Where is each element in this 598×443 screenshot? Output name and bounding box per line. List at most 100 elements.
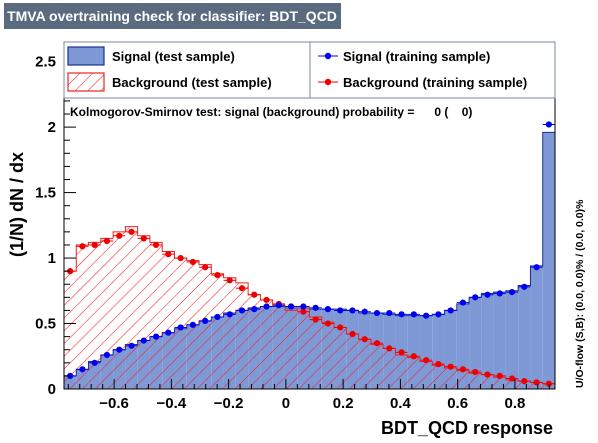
x-tick-label: 0.2 <box>333 395 354 412</box>
signal-test-bin <box>456 303 470 389</box>
signal-train-point <box>349 307 356 314</box>
signal-train-point <box>300 303 307 310</box>
background-train-point <box>349 330 356 338</box>
background-test-bin <box>444 368 457 389</box>
overflow-text: U/O-flow (S,B): (0.0, 0.0)% / (0.0, 0.0)… <box>574 199 586 388</box>
legend-box-left <box>63 41 311 99</box>
background-test-bin <box>370 344 384 389</box>
background-train-point <box>140 235 147 242</box>
signal-train-point <box>275 302 282 309</box>
background-test-bin <box>88 242 101 389</box>
background-train-point <box>263 296 270 304</box>
background-train-point <box>533 379 540 386</box>
x-tick-label: 0.6 <box>447 395 468 412</box>
background-train-point <box>79 243 86 250</box>
background-train-point <box>410 353 417 360</box>
background-train-point <box>214 271 221 279</box>
signal-train-point <box>361 308 368 315</box>
background-train-point <box>423 357 430 364</box>
background-test-bin <box>383 348 396 389</box>
background-train-point <box>116 232 123 239</box>
signal-train-point <box>189 321 196 328</box>
x-tick-label: −0.6 <box>99 395 129 412</box>
signal-train-point <box>67 372 74 380</box>
background-test-bin <box>284 310 298 389</box>
background-train-point <box>459 366 467 373</box>
background-test-bin <box>469 373 482 389</box>
signal-test-bin <box>542 132 555 389</box>
signal-train-point <box>324 306 332 313</box>
signal-train-point <box>398 311 405 318</box>
background-test-outline <box>64 226 555 389</box>
background-test-bin <box>248 294 261 389</box>
signal-train-point <box>373 309 381 317</box>
background-test-bin <box>223 277 236 389</box>
y-tick-label: 0 <box>48 381 56 398</box>
signal-train-point <box>312 304 319 311</box>
background-test-bin <box>309 316 322 389</box>
background-train-point <box>189 258 196 266</box>
background-test-bin <box>113 231 126 389</box>
signal-train-point <box>484 291 491 298</box>
y-tick-label: 2 <box>48 119 56 136</box>
ks-test-text: Kolmogorov-Smirnov test: signal (backgro… <box>70 105 472 119</box>
signal-train-point <box>447 307 454 314</box>
legend-label-signal-test: Signal (test sample) <box>112 49 235 64</box>
background-train-point <box>202 264 209 271</box>
background-test-bin <box>199 264 212 389</box>
legend-marker-background-train <box>324 78 332 86</box>
background-test-bin <box>346 334 359 389</box>
signal-test-bin <box>518 285 531 389</box>
background-train-point <box>496 372 503 380</box>
signal-train-point <box>165 329 172 336</box>
background-train-point <box>251 291 258 298</box>
signal-train-point <box>177 324 184 331</box>
signal-train-point <box>337 307 344 314</box>
signal-train-point <box>533 264 540 271</box>
signal-train-point <box>128 342 135 349</box>
signal-train-point <box>226 311 233 318</box>
background-train-point <box>521 378 528 385</box>
background-test-bin <box>76 244 89 389</box>
background-train-point <box>435 361 442 368</box>
signal-train-point <box>251 306 258 313</box>
background-test-bin <box>334 327 347 389</box>
signal-train-point <box>79 366 86 373</box>
signal-test-bin <box>481 293 494 389</box>
background-train-point <box>67 268 74 275</box>
background-test-bin <box>100 238 114 389</box>
x-tick-label: −0.4 <box>157 395 187 412</box>
background-test-bin <box>260 299 273 389</box>
legend-label-background-test: Background (test sample) <box>112 75 272 90</box>
background-train-point <box>312 316 319 323</box>
background-test-bin <box>493 377 506 389</box>
background-test-bin <box>174 258 187 389</box>
background-test-bin <box>358 339 371 389</box>
background-test-bin <box>125 226 138 389</box>
legend-label-background-train: Background (training sample) <box>343 75 527 90</box>
background-test-bin <box>137 235 150 389</box>
legend-marker-signal-train <box>324 52 332 60</box>
signal-test-bin <box>469 297 482 389</box>
background-train-point <box>152 241 160 249</box>
background-test-bin <box>432 365 445 389</box>
signal-train-point <box>287 303 295 310</box>
background-test-bin <box>211 273 224 389</box>
background-test-bin <box>149 242 163 389</box>
signal-train-point <box>140 337 147 344</box>
signal-train-point <box>435 311 442 318</box>
x-tick-label: 0 <box>282 395 290 412</box>
signal-train-point <box>545 121 552 128</box>
signal-train-point <box>238 307 246 314</box>
y-tick-label: 2.5 <box>35 54 56 71</box>
background-train-point <box>165 251 172 258</box>
x-tick-label: 0.8 <box>504 395 525 412</box>
background-test-bin <box>505 379 519 389</box>
signal-train-point <box>263 303 270 310</box>
signal-train-point <box>152 333 160 340</box>
background-train-point <box>398 349 405 356</box>
y-tick-label: 1 <box>48 250 56 267</box>
background-train-point <box>103 237 111 245</box>
x-axis-title: BDT_QCD response <box>381 418 553 438</box>
